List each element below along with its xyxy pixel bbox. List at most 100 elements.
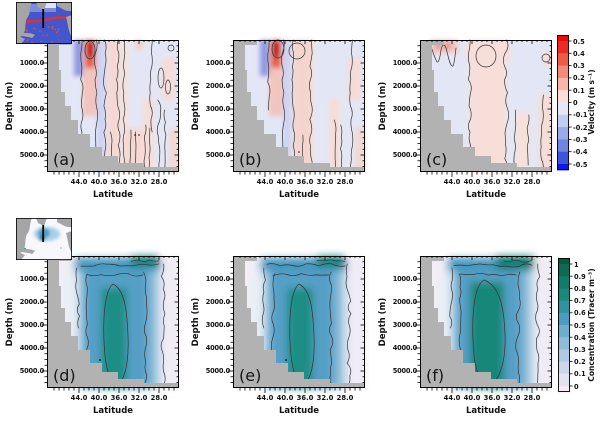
x-tick-label: 32.0 <box>130 394 148 402</box>
x-tick-label: 40.0 <box>276 394 294 402</box>
x-tick-label: 40.0 <box>90 178 108 186</box>
x-tick-label: 36.0 <box>296 178 314 186</box>
x-tick-label: 44.0 <box>256 394 274 402</box>
x-tick-label: 40.0 <box>463 178 481 186</box>
colorbar-title: Concentration (Tracer m⁻³) <box>587 268 596 382</box>
colorbar-tick-label: 0.4 <box>574 333 586 342</box>
colorbar-tick-label: 0.3 <box>573 62 585 71</box>
velocity-colorbar <box>557 35 572 171</box>
x-axis-label: Latitude <box>92 406 134 416</box>
x-tick-label: 28.0 <box>523 394 541 402</box>
colorbar-tick-label: 0.1 <box>573 86 585 95</box>
colorbar-tick-label: -0.2 <box>573 123 588 132</box>
x-tick-label: 32.0 <box>503 394 521 402</box>
y-axis-label: Depth (m) <box>5 81 15 131</box>
velocity-section-svg <box>228 39 365 177</box>
x-tick-label: 36.0 <box>296 394 314 402</box>
colorbar-tick-label: 0.2 <box>574 358 586 367</box>
y-tick-label: 1000.0 <box>205 275 230 283</box>
colorbar-tick-label: 0.3 <box>574 345 586 354</box>
y-tick-label: 5000.0 <box>205 367 230 375</box>
x-tick-label: 44.0 <box>70 178 88 186</box>
x-tick-label: 28.0 <box>523 178 541 186</box>
y-tick-label: 3000.0 <box>205 105 230 113</box>
colorbar-tick-label: 0 <box>574 382 579 391</box>
y-tick-label: 4000.0 <box>392 344 417 352</box>
y-tick-label: 1000.0 <box>19 275 44 283</box>
colorbar-tick-label: -0.4 <box>573 148 588 157</box>
y-tick-label: 4000.0 <box>205 344 230 352</box>
concentration-colorbar <box>558 258 573 393</box>
x-tick-label: 32.0 <box>130 178 148 186</box>
colorbar-tick-label: -0.3 <box>573 135 588 144</box>
x-tick-label: 36.0 <box>110 178 128 186</box>
y-tick-label: 5000.0 <box>205 151 230 159</box>
y-tick-label: 2000.0 <box>205 298 230 306</box>
y-tick-label: 2000.0 <box>19 82 44 90</box>
colorbar-tick-label: 1 <box>574 260 579 269</box>
colorbar-tick-label: 0.8 <box>574 284 586 293</box>
y-tick-label: 2000.0 <box>392 82 417 90</box>
colorbar-tick-label: 0.7 <box>574 297 586 306</box>
north-atlantic-velocity-map-svg <box>16 2 73 45</box>
x-tick-label: 44.0 <box>443 394 461 402</box>
north-atlantic-velocity-map <box>16 2 73 45</box>
x-tick-label: 36.0 <box>483 394 501 402</box>
y-axis-label: Depth (m) <box>191 297 201 347</box>
colorbar-tick-label: -0.5 <box>573 160 588 169</box>
x-tick-label: 32.0 <box>316 394 334 402</box>
colorbar-tick-label: -0.1 <box>573 111 588 120</box>
velocity-section-svg <box>42 39 179 177</box>
north-atlantic-tracer-map-svg <box>16 218 73 261</box>
y-tick-label: 3000.0 <box>19 321 44 329</box>
y-tick-label: 4000.0 <box>19 128 44 136</box>
panel-f-plot <box>415 256 552 393</box>
panel-d-plot <box>42 256 179 393</box>
tracer-section-svg <box>415 256 552 393</box>
y-tick-label: 2000.0 <box>205 82 230 90</box>
y-tick-label: 4000.0 <box>205 128 230 136</box>
panel-b-plot <box>228 39 365 177</box>
x-tick-label: 28.0 <box>150 178 168 186</box>
x-tick-label: 40.0 <box>90 394 108 402</box>
tracer-section-svg <box>42 256 179 393</box>
panel-letter: (d) <box>53 366 76 385</box>
colorbar-tick-label: 0.6 <box>574 309 586 318</box>
y-tick-label: 4000.0 <box>19 344 44 352</box>
y-tick-label: 1000.0 <box>392 59 417 67</box>
y-tick-label: 1000.0 <box>19 59 44 67</box>
y-tick-label: 5000.0 <box>19 151 44 159</box>
x-tick-label: 28.0 <box>336 394 354 402</box>
y-tick-label: 3000.0 <box>392 105 417 113</box>
colorbar-tick-label: 0.2 <box>573 74 585 83</box>
colorbar-tick-label: 0.9 <box>574 272 586 281</box>
colorbar-scale <box>557 35 572 171</box>
x-axis-label: Latitude <box>278 406 320 416</box>
colorbar-tick-label: 0.1 <box>574 370 586 379</box>
y-axis-label: Depth (m) <box>191 81 201 131</box>
y-tick-label: 3000.0 <box>392 321 417 329</box>
x-tick-label: 44.0 <box>443 178 461 186</box>
panel-letter: (c) <box>426 150 448 169</box>
panel-c-plot <box>415 39 552 177</box>
panel-a-plot <box>42 39 179 177</box>
y-tick-label: 5000.0 <box>19 367 44 375</box>
colorbar-tick-label: 0.5 <box>573 37 585 46</box>
x-tick-label: 28.0 <box>150 394 168 402</box>
y-axis-label: Depth (m) <box>5 297 15 347</box>
x-tick-label: 32.0 <box>316 178 334 186</box>
y-tick-label: 3000.0 <box>19 105 44 113</box>
x-tick-label: 36.0 <box>483 178 501 186</box>
y-tick-label: 1000.0 <box>392 275 417 283</box>
x-axis-label: Latitude <box>465 406 507 416</box>
x-axis-label: Latitude <box>278 190 320 200</box>
north-atlantic-tracer-map <box>16 218 73 261</box>
colorbar-title: Velocity (m s⁻¹) <box>587 69 596 135</box>
x-tick-label: 40.0 <box>463 394 481 402</box>
y-tick-label: 5000.0 <box>392 367 417 375</box>
x-tick-label: 36.0 <box>110 394 128 402</box>
x-tick-label: 44.0 <box>256 178 274 186</box>
y-tick-label: 2000.0 <box>392 298 417 306</box>
y-tick-label: 5000.0 <box>392 151 417 159</box>
x-tick-label: 44.0 <box>70 394 88 402</box>
